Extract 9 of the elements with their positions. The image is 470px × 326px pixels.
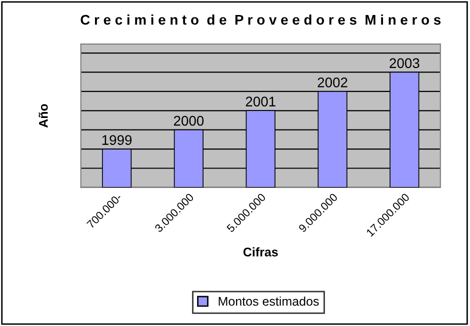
- text: 2002: [318, 78, 348, 88]
- text: 2003: [390, 58, 420, 68]
- x-axis-title: Cifras: [243, 247, 278, 256]
- text: 2001: [246, 96, 276, 106]
- y-axis-title: Año: [38, 104, 48, 128]
- legend-label: Montos estimados: [218, 296, 319, 306]
- text: 2000: [174, 116, 204, 126]
- text: 1999: [102, 135, 132, 145]
- chart-title: C r e c i m i e n t o d e P r o v e e d o r e s M i n e r o s: [80, 14, 441, 25]
